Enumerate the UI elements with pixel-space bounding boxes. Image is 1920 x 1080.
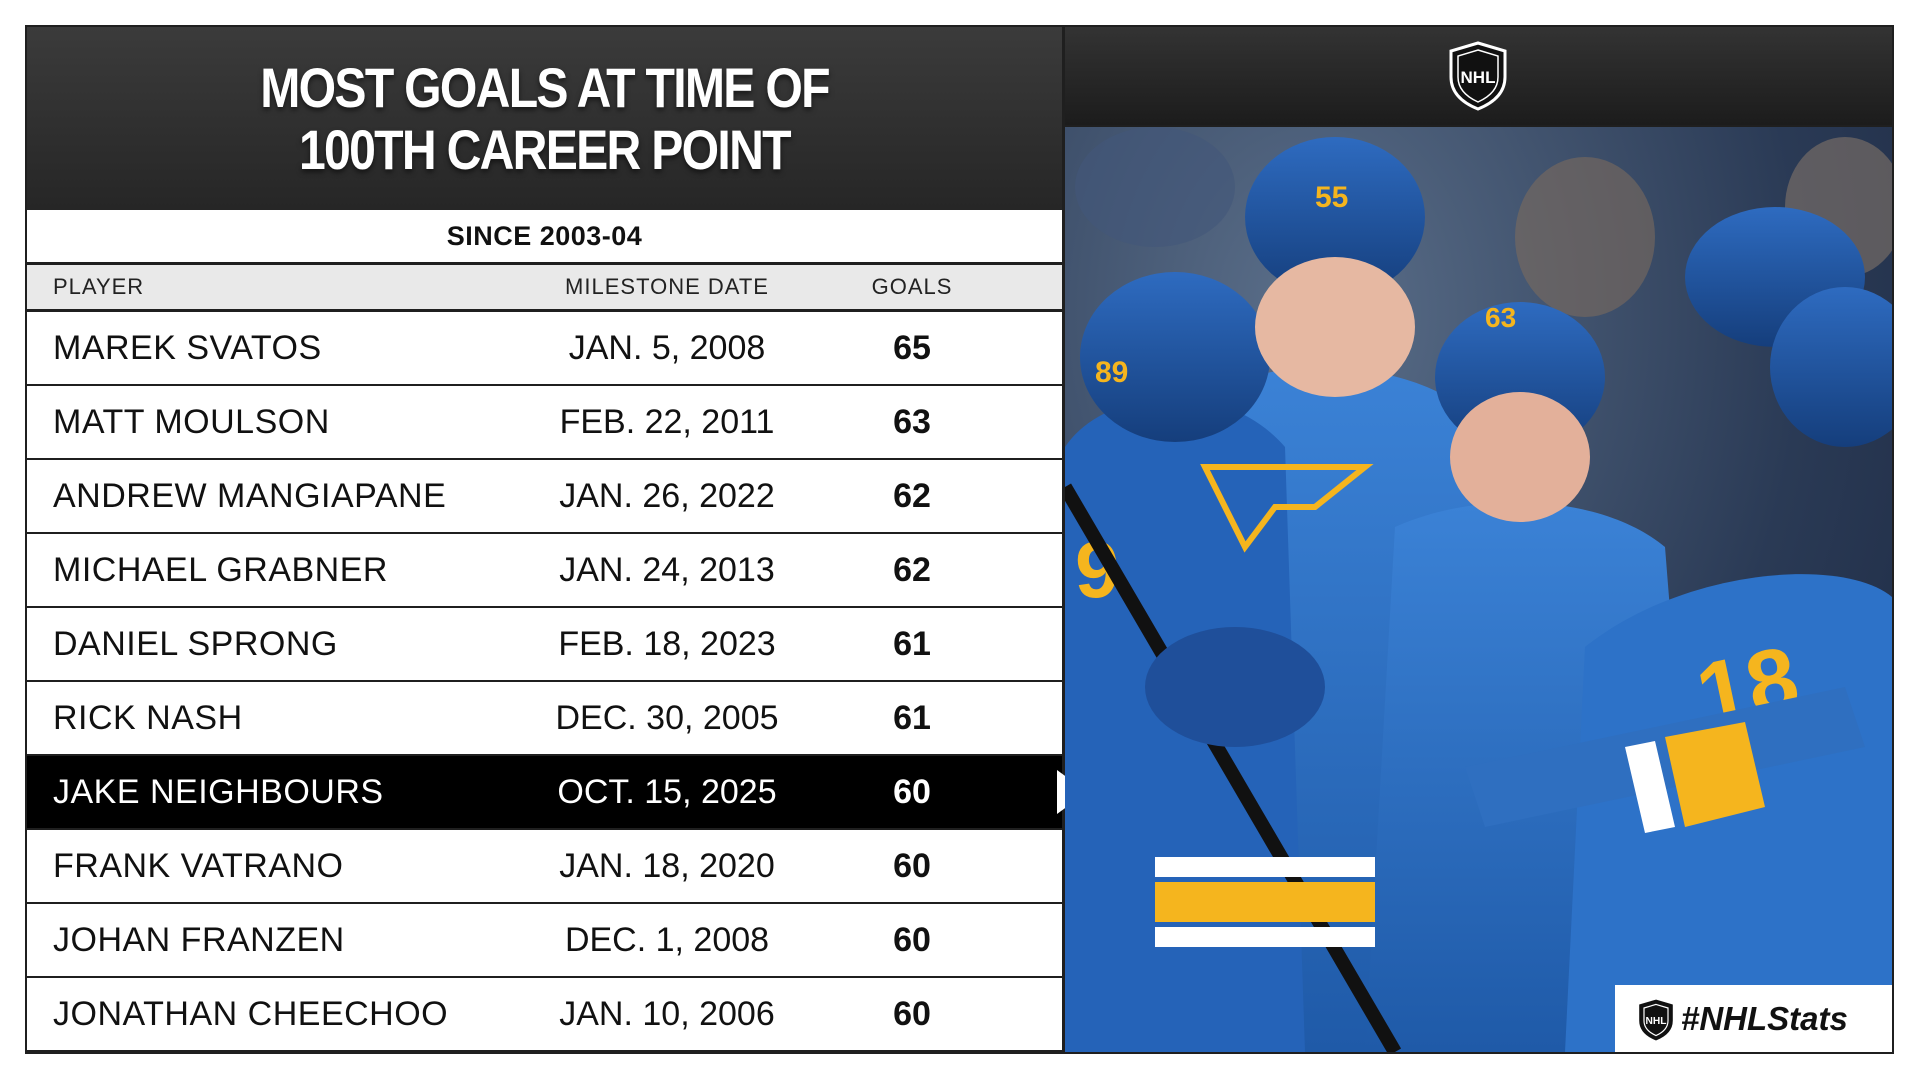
milestone-date: JAN. 26, 2022 — [559, 477, 775, 515]
svg-text:89: 89 — [1095, 356, 1128, 389]
milestone-date: DEC. 1, 2008 — [564, 921, 770, 959]
column-header-date: MILESTONE DATE — [565, 274, 769, 299]
table-row: MATT MOULSON FEB. 22, 2011 63 — [27, 386, 1062, 458]
svg-text:NHL: NHL — [1646, 1016, 1667, 1027]
milestone-date: OCT. 15, 2025 — [557, 773, 777, 811]
table-row: JONATHAN CHEECHOO JAN. 10, 2006 60 — [27, 978, 1062, 1050]
players-illustration: 18 9 89 55 63 — [1065, 127, 1892, 1052]
milestone-date: FEB. 22, 2011 — [559, 403, 775, 441]
title-line-1: MOST GOALS AT TIME OF — [260, 55, 830, 119]
table-body: MAREK SVATOS JAN. 5, 2008 65 MATT MOULSON FE… — [27, 312, 1087, 1052]
milestone-date: JAN. 18, 2020 — [559, 847, 775, 885]
player-name: MICHAEL GRABNER — [53, 551, 388, 589]
svg-text:NHL: NHL — [1461, 68, 1496, 87]
goals-count: 63 — [893, 403, 931, 441]
goals-count: 61 — [893, 699, 931, 737]
table-row-highlighted: JAKE NEIGHBOURS OCT. 15, 2025 60 — [27, 756, 1087, 828]
player-name: ANDREW MANGIAPANE — [53, 477, 447, 515]
goals-count: 60 — [893, 995, 931, 1033]
milestone-date: FEB. 18, 2023 — [558, 625, 776, 663]
goals-count: 60 — [893, 847, 931, 885]
svg-text:63: 63 — [1485, 302, 1516, 333]
nhl-shield-icon-small: NHL — [1639, 999, 1673, 1041]
player-name: MATT MOULSON — [53, 403, 330, 441]
goals-count: 65 — [893, 329, 931, 367]
svg-text:55: 55 — [1315, 181, 1348, 214]
player-name: FRANK VATRANO — [53, 847, 344, 885]
goals-count: 60 — [893, 921, 931, 959]
nhl-shield-icon: NHL — [1449, 41, 1507, 111]
goals-count: 60 — [893, 773, 931, 811]
goals-count: 61 — [893, 625, 931, 663]
table-row: MAREK SVATOS JAN. 5, 2008 65 — [27, 312, 1062, 384]
title-block: MOST GOALS AT TIME OF 100TH CAREER POINT — [27, 27, 1062, 210]
table-row: MICHAEL GRABNER JAN. 24, 2013 62 — [27, 534, 1062, 606]
player-name: MAREK SVATOS — [53, 329, 322, 367]
logo-bar: NHL — [1065, 27, 1892, 125]
player-name: DANIEL SPRONG — [53, 625, 338, 663]
column-header-goals: GOALS — [871, 274, 953, 299]
graphic-frame: MOST GOALS AT TIME OF 100TH CAREER POINT… — [25, 25, 1894, 1054]
player-name: RICK NASH — [53, 699, 243, 737]
table-row: JOHAN FRANZEN DEC. 1, 2008 60 — [27, 904, 1062, 976]
stats-panel: MOST GOALS AT TIME OF 100TH CAREER POINT… — [27, 27, 1087, 1052]
title-line-2: 100TH CAREER POINT — [299, 117, 792, 181]
column-header-player: PLAYER — [53, 274, 145, 299]
milestone-date: JAN. 10, 2006 — [559, 995, 775, 1033]
player-name: JAKE NEIGHBOURS — [53, 773, 384, 811]
milestone-date: JAN. 24, 2013 — [559, 551, 775, 589]
photo-panel: NHL — [1065, 27, 1892, 1052]
table-row: DANIEL SPRONG FEB. 18, 2023 61 — [27, 608, 1062, 680]
milestone-date: DEC. 30, 2005 — [555, 699, 779, 737]
milestone-date: JAN. 5, 2008 — [568, 329, 766, 367]
table-row: ANDREW MANGIAPANE JAN. 26, 2022 62 — [27, 460, 1062, 532]
hashtag-badge: NHL #NHLStats — [1615, 985, 1892, 1052]
goals-count: 62 — [893, 551, 931, 589]
column-header-row: PLAYER MILESTONE DATE GOALS — [27, 265, 1062, 309]
subtitle: SINCE 2003-04 — [27, 210, 1062, 262]
player-name: JOHAN FRANZEN — [53, 921, 345, 959]
table-row: FRANK VATRANO JAN. 18, 2020 60 — [27, 830, 1062, 902]
table-row: RICK NASH DEC. 30, 2005 61 — [27, 682, 1062, 754]
goals-count: 62 — [893, 477, 931, 515]
player-name: JONATHAN CHEECHOO — [53, 995, 449, 1033]
hashtag-text: #NHLStats — [1681, 1000, 1848, 1037]
team-celebration-photo: 18 9 89 55 63 — [1065, 127, 1892, 1052]
